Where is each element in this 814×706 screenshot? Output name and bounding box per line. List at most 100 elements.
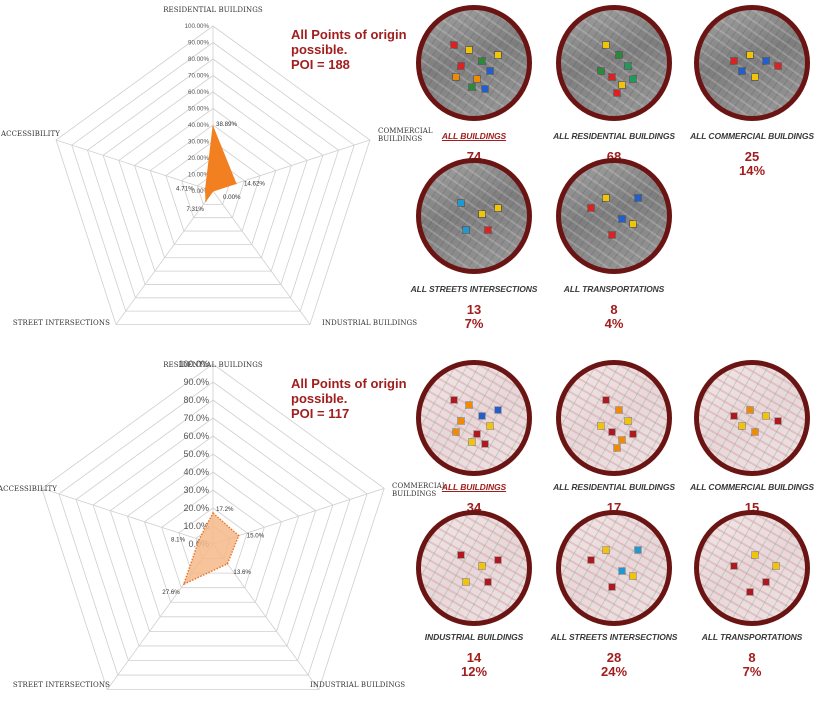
poi-marker bbox=[616, 52, 622, 58]
poi-marker bbox=[614, 445, 620, 451]
poi-marker bbox=[630, 76, 636, 82]
poi-percent: 14% bbox=[738, 163, 766, 178]
tick-label: 80.00% bbox=[188, 56, 209, 63]
poi-marker bbox=[752, 552, 758, 558]
axis-spoke bbox=[212, 190, 311, 325]
poi-marker bbox=[775, 63, 781, 69]
axis-spoke bbox=[41, 487, 214, 545]
poi-marker bbox=[479, 563, 485, 569]
poi-marker bbox=[598, 423, 604, 429]
poi-marker bbox=[588, 205, 594, 211]
grid-ring bbox=[161, 489, 265, 589]
map-cell: INDUSTRIAL BUILDINGS 14 12% bbox=[404, 510, 544, 700]
poi-marker bbox=[482, 86, 488, 92]
tick-label: 30.00% bbox=[188, 139, 209, 146]
data-value-label: 13.6% bbox=[233, 569, 251, 576]
poi-percent: 7% bbox=[464, 316, 484, 331]
map-thumbnail bbox=[556, 158, 672, 274]
map-caption: ALL BUILDINGS bbox=[441, 482, 507, 492]
poi-marker bbox=[495, 205, 501, 211]
poi-marker bbox=[747, 52, 753, 58]
poi-marker bbox=[630, 221, 636, 227]
poi-marker bbox=[598, 68, 604, 74]
grid-ring bbox=[181, 157, 245, 219]
poi-count: 25 bbox=[744, 149, 760, 164]
tick-label: 20.00% bbox=[188, 155, 209, 162]
tick-label: 10.00% bbox=[188, 172, 209, 179]
poi-marker bbox=[485, 579, 491, 585]
poi-percent: 24% bbox=[600, 664, 628, 679]
grid-ring bbox=[58, 381, 368, 676]
poi-marker bbox=[466, 47, 472, 53]
map-caption: ALL COMMERCIAL BUILDINGS bbox=[690, 482, 814, 492]
map-thumbnail bbox=[416, 5, 532, 121]
poi-marker bbox=[752, 429, 758, 435]
poi-marker bbox=[609, 232, 615, 238]
poi-marker bbox=[603, 195, 609, 201]
map-caption: ALL RESIDENTIAL BUILDINGS bbox=[553, 131, 675, 141]
axis-spoke bbox=[212, 543, 320, 690]
poi-marker bbox=[474, 431, 480, 437]
map-thumbnail bbox=[556, 360, 672, 476]
poi-count: 13 bbox=[466, 302, 482, 317]
poi-marker bbox=[603, 547, 609, 553]
data-point bbox=[235, 182, 237, 185]
poi-marker bbox=[747, 407, 753, 413]
grid-ring bbox=[134, 108, 292, 259]
data-point bbox=[204, 187, 207, 190]
poi-marker bbox=[630, 431, 636, 437]
data-value-label: 7.31% bbox=[186, 206, 204, 213]
poi-percent: 12% bbox=[460, 664, 488, 679]
map-stat: 14 12% bbox=[404, 651, 544, 679]
tick-label: 100.0% bbox=[178, 359, 209, 369]
axis-label: STREET INTERSECTIONS bbox=[13, 681, 110, 689]
poi-marker bbox=[487, 423, 493, 429]
map-cell: ALL TRANSPORTATIONS 8 4% bbox=[544, 158, 684, 348]
map-caption: ALL RESIDENTIAL BUILDINGS bbox=[553, 482, 675, 492]
tick-label: 90.00% bbox=[188, 40, 209, 47]
axis-spoke bbox=[115, 190, 214, 325]
poi-marker bbox=[479, 211, 485, 217]
poi-count: 8 bbox=[748, 650, 756, 665]
grid-ring bbox=[71, 42, 355, 312]
tick-label: 50.0% bbox=[183, 449, 209, 459]
axis-label: STREET INTERSECTIONS bbox=[13, 319, 110, 327]
poi-marker bbox=[485, 227, 491, 233]
map-cell: ALL STREETS INTERSECTIONS 28 24% bbox=[544, 510, 684, 700]
grid-ring bbox=[102, 75, 324, 285]
poi-marker bbox=[451, 42, 457, 48]
map-stat: 25 14% bbox=[682, 150, 814, 178]
poi-marker bbox=[458, 418, 464, 424]
data-point bbox=[237, 534, 240, 537]
poi-marker bbox=[731, 58, 737, 64]
poi-percent: 4% bbox=[604, 316, 624, 331]
data-value-label: 17.2% bbox=[216, 506, 234, 513]
poi-marker bbox=[775, 418, 781, 424]
poi-count: 28 bbox=[606, 650, 622, 665]
map-cell: ALL BUILDINGS3429% bbox=[404, 360, 544, 550]
poi-marker bbox=[453, 74, 459, 80]
tick-label: 40.00% bbox=[188, 122, 209, 129]
poi-marker bbox=[469, 84, 475, 90]
tick-label: 60.00% bbox=[188, 89, 209, 96]
poi-marker bbox=[469, 439, 475, 445]
tick-label: 50.00% bbox=[188, 106, 209, 113]
map-stat: 8 4% bbox=[544, 303, 684, 331]
axis-label: ACCESSIBILITY bbox=[0, 485, 57, 493]
poi-marker bbox=[487, 68, 493, 74]
poi-marker bbox=[630, 573, 636, 579]
poi-marker bbox=[474, 76, 480, 82]
axis-label: INDUSTRIAL BUILDINGS bbox=[310, 681, 405, 689]
poi-marker bbox=[495, 52, 501, 58]
tick-label: 70.00% bbox=[188, 73, 209, 80]
poi-marker bbox=[763, 58, 769, 64]
data-series-area bbox=[205, 126, 237, 203]
poi-marker bbox=[495, 407, 501, 413]
grid-ring bbox=[165, 141, 261, 232]
poi-marker bbox=[619, 216, 625, 222]
data-value-label: 38.89% bbox=[216, 121, 237, 128]
data-point bbox=[205, 199, 207, 202]
poi-marker bbox=[619, 82, 625, 88]
grid-ring bbox=[144, 471, 282, 603]
poi-marker bbox=[619, 437, 625, 443]
